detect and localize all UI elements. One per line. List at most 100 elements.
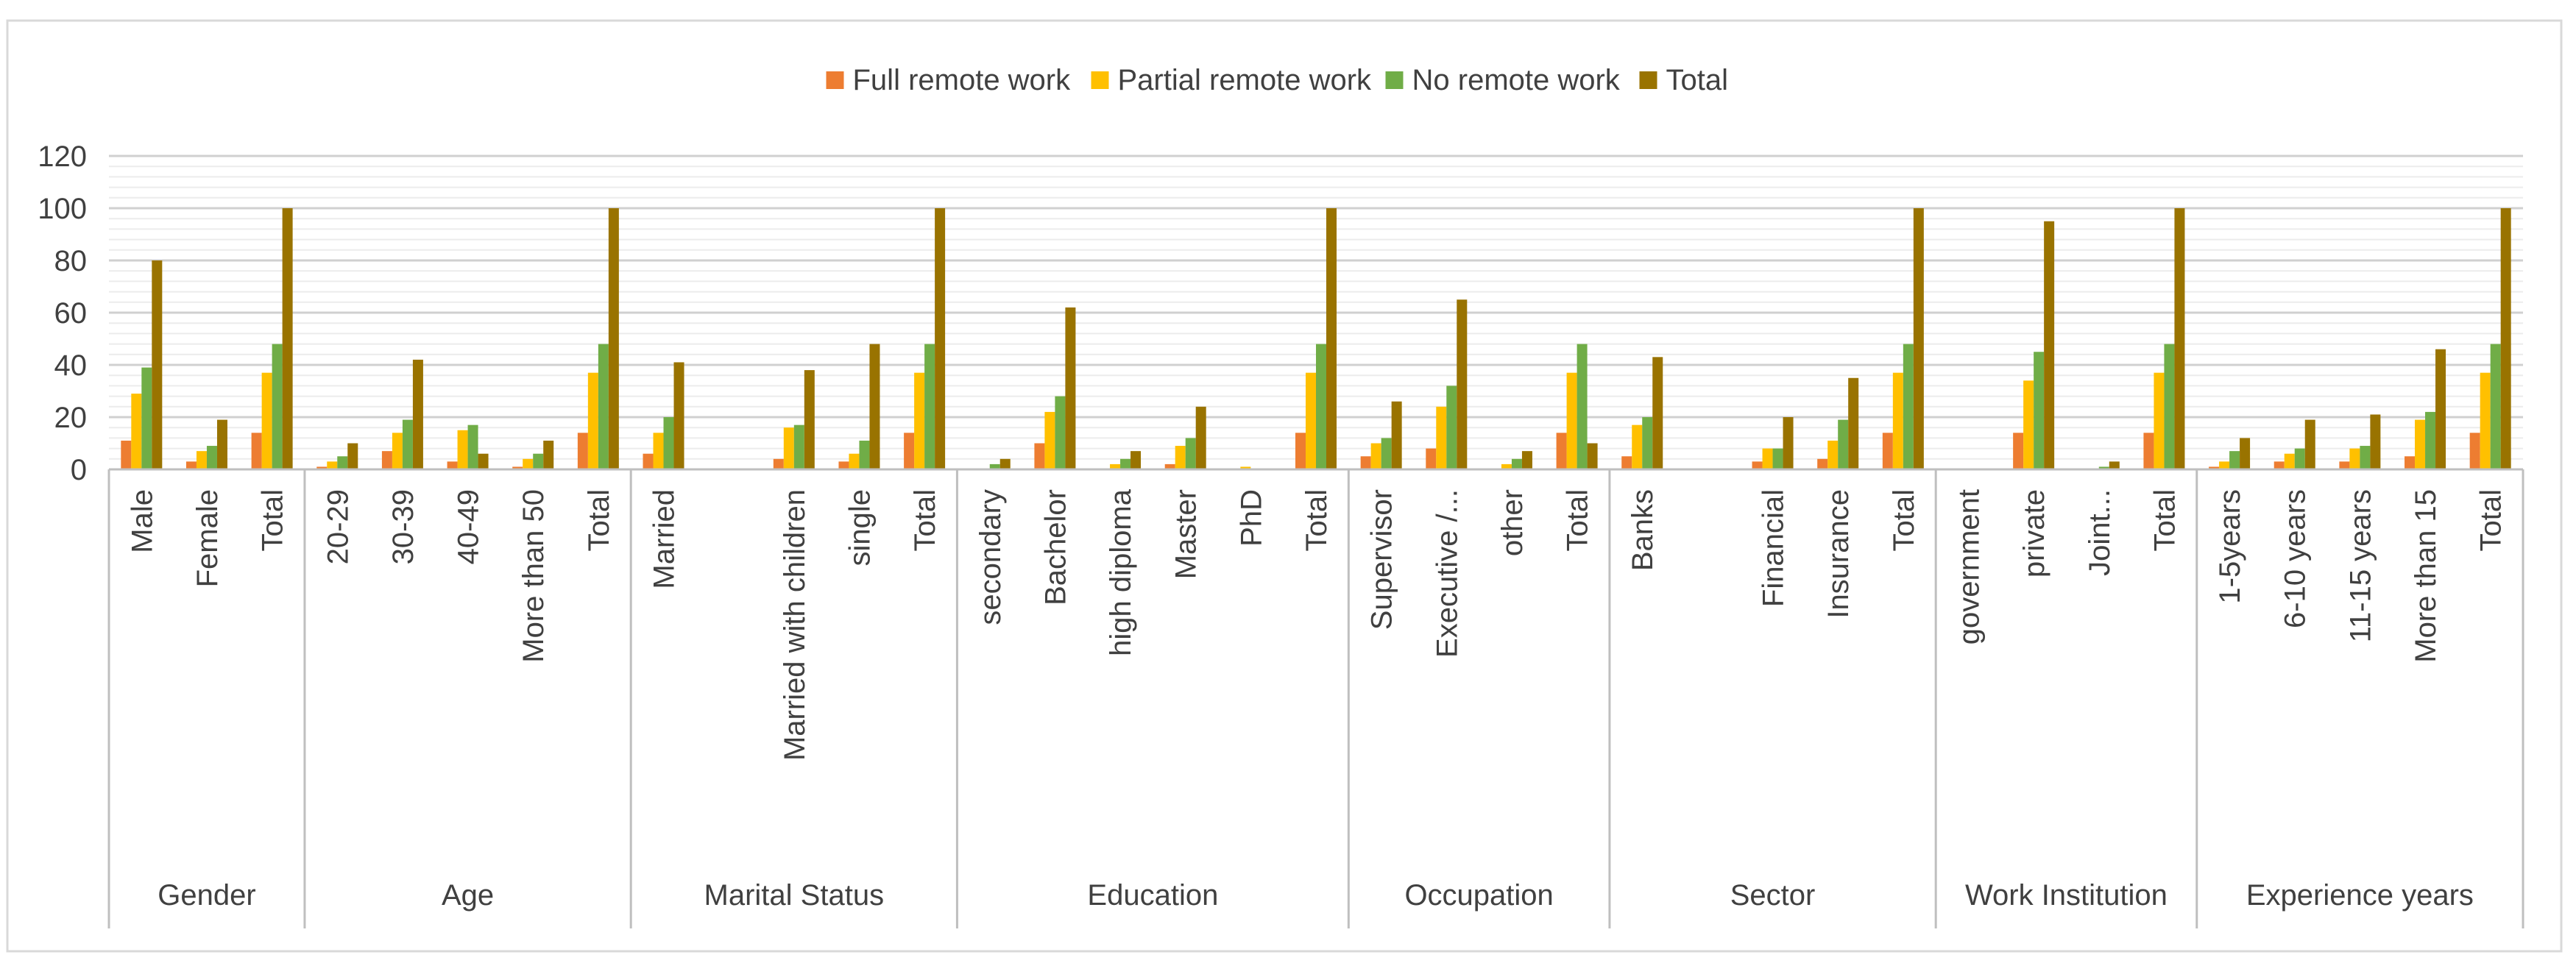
bar-partial-remote-work [392, 433, 403, 469]
x-tick-label: 20-29 [322, 489, 354, 564]
bar-total [1652, 357, 1663, 469]
bar-total [152, 260, 163, 469]
bar-total [1913, 208, 1924, 469]
bar-no-remote-work [793, 424, 804, 469]
bar-full-remote-work [1752, 461, 1763, 469]
bar-full-remote-work [251, 433, 262, 469]
y-tick-label: 120 [38, 141, 87, 173]
bar-partial-remote-work [261, 372, 272, 469]
gridlines [109, 154, 2523, 460]
bar-total [1783, 417, 1794, 469]
bar-total [1391, 401, 1402, 469]
y-tick-label: 100 [38, 193, 87, 225]
bar-full-remote-work [1426, 448, 1437, 469]
bar-partial-remote-work [1566, 372, 1577, 469]
y-tick-label: 20 [54, 402, 88, 434]
bar-no-remote-work [2425, 411, 2436, 469]
bar-no-remote-work [533, 453, 544, 469]
bar-partial-remote-work [1762, 448, 1773, 469]
bar-partial-remote-work [587, 372, 598, 469]
legend-swatch [1639, 71, 1657, 89]
x-tick-label: private [2018, 489, 2050, 578]
legend-swatch [1385, 71, 1404, 89]
bar-full-remote-work [2013, 433, 2024, 469]
bar-no-remote-work [1642, 417, 1653, 469]
x-tick-label: Total [583, 489, 615, 552]
bar-full-remote-work [447, 461, 458, 469]
bar-no-remote-work [2294, 448, 2305, 469]
y-tick-label: 0 [71, 454, 87, 486]
x-tick-label: Banks [1627, 489, 1659, 571]
bar-full-remote-work [185, 461, 197, 469]
bar-full-remote-work [1621, 456, 1632, 469]
bar-full-remote-work [512, 466, 523, 469]
bar-partial-remote-work [2023, 380, 2034, 469]
bar-total [869, 344, 880, 469]
bar-partial-remote-work [2415, 419, 2426, 469]
bar-total [804, 370, 815, 469]
bar-no-remote-work [989, 463, 1000, 469]
bar-partial-remote-work [196, 451, 207, 469]
bar-full-remote-work [121, 440, 132, 469]
x-tick-label: Supervisor [1366, 489, 1398, 630]
bar-total [608, 208, 619, 469]
x-tick-label: More than 50 [517, 489, 550, 663]
group-label: Education [1087, 879, 1218, 912]
bar-total [1195, 406, 1206, 469]
bar-total [347, 443, 358, 469]
bar-no-remote-work [859, 440, 870, 469]
bar-full-remote-work [1882, 433, 1893, 469]
bar-partial-remote-work [327, 461, 338, 469]
bar-partial-remote-work [1436, 406, 1447, 469]
x-tick-label: Total [1888, 489, 1920, 552]
bar-no-remote-work [1185, 438, 1196, 469]
bar-full-remote-work [1556, 433, 1567, 469]
legend-item: Partial remote work [1091, 64, 1372, 96]
bar-partial-remote-work [131, 394, 142, 469]
bar-no-remote-work [2164, 344, 2175, 469]
bar-full-remote-work [643, 453, 654, 469]
y-tick-label: 80 [54, 245, 88, 277]
x-tick-label: 6-10 years [2279, 489, 2312, 628]
x-tick-label: 11-15 years [2344, 489, 2377, 642]
bar-full-remote-work [773, 458, 784, 469]
bar-total [412, 359, 423, 469]
bar-partial-remote-work [1110, 463, 1121, 469]
x-tick-label: Master [1170, 489, 1203, 579]
bar-full-remote-work [1817, 458, 1828, 469]
x-tick-label: 1-5years [2214, 489, 2246, 604]
bar-total [935, 208, 946, 469]
bar-total [1521, 451, 1532, 469]
bar-no-remote-work [663, 417, 674, 469]
group-label: Marital Status [704, 879, 885, 912]
bar-total [673, 362, 684, 469]
bar-partial-remote-work [1892, 372, 1903, 469]
bar-partial-remote-work [1306, 372, 1316, 469]
bar-full-remote-work [2339, 461, 2350, 469]
bar-total [2304, 419, 2315, 469]
x-tick-label: Female [191, 489, 224, 587]
legend-item: Total [1639, 64, 1728, 96]
bar-partial-remote-work [1632, 424, 1643, 469]
x-tick-label: 30-39 [387, 489, 420, 564]
x-tick-label: Total [2475, 489, 2508, 552]
bar-total [2435, 349, 2446, 469]
bar-no-remote-work [1838, 419, 1849, 469]
bar-no-remote-work [2360, 446, 2371, 469]
x-tick-label: Male [126, 489, 158, 553]
bar-full-remote-work [577, 433, 588, 469]
bar-no-remote-work [1120, 458, 1131, 469]
bar-full-remote-work [2405, 456, 2416, 469]
bar-partial-remote-work [1827, 440, 1839, 469]
bar-partial-remote-work [914, 372, 925, 469]
bar-no-remote-work [206, 446, 217, 469]
bar-partial-remote-work [783, 427, 794, 469]
chart-area-border [6, 19, 2563, 953]
x-tick-label: single [843, 489, 876, 566]
legend-item: No remote work [1385, 64, 1621, 96]
bar-total [2500, 208, 2511, 469]
bar-full-remote-work [2274, 461, 2285, 469]
bar-full-remote-work [2469, 433, 2480, 469]
bar-no-remote-work [924, 344, 935, 469]
